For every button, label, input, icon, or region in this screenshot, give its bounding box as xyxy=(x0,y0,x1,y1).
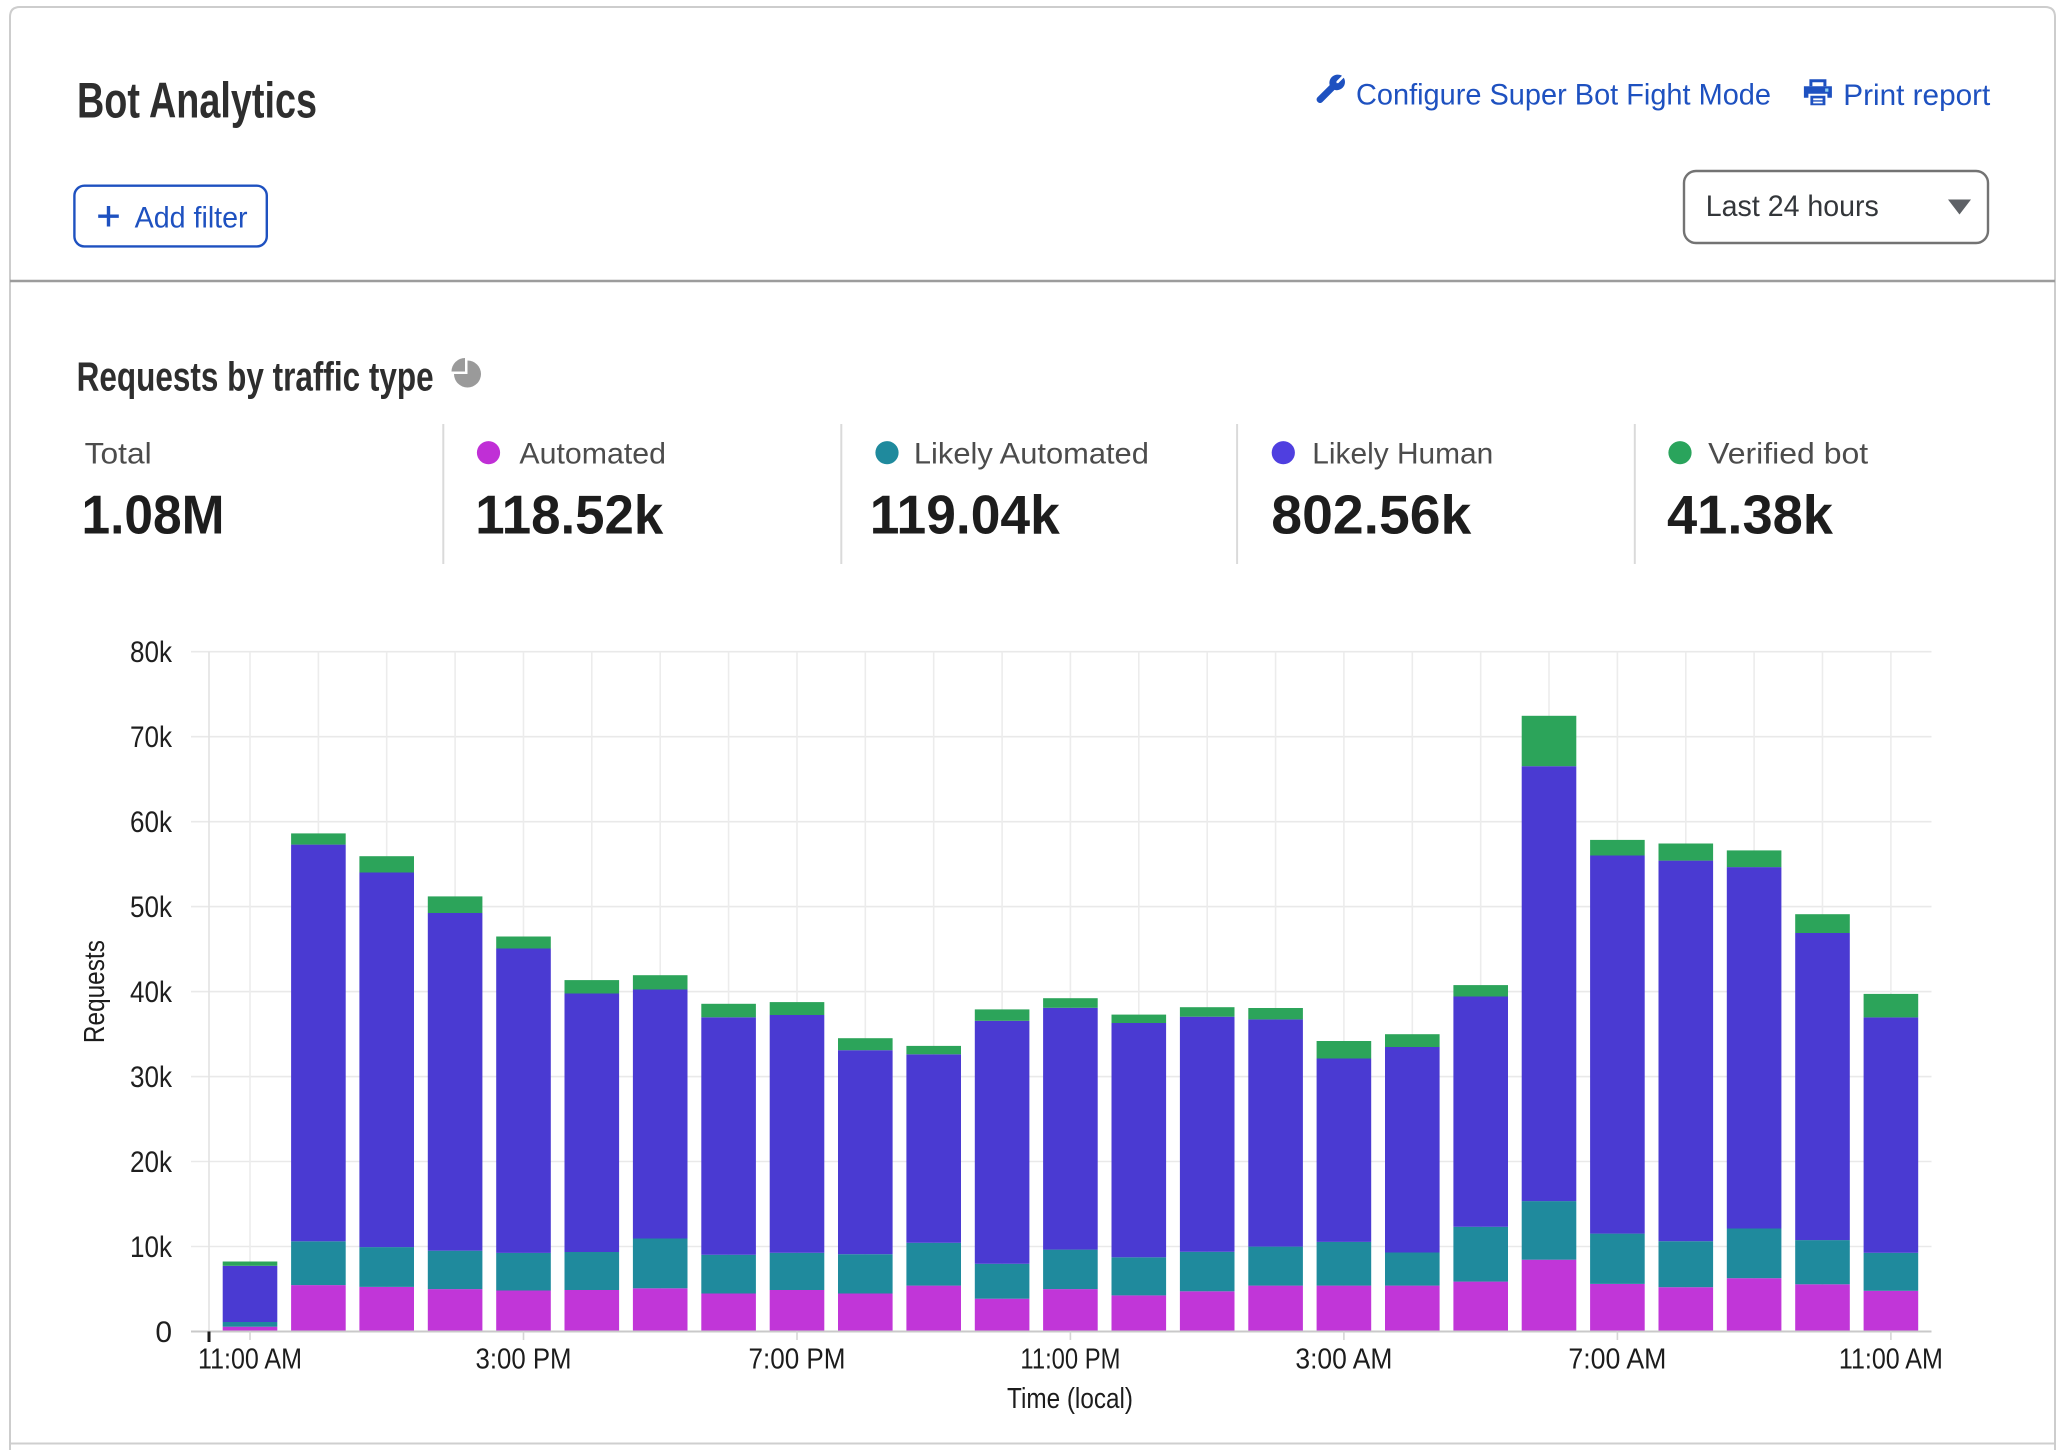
svg-text:118.52k: 118.52k xyxy=(475,484,663,546)
svg-text:Automated: Automated xyxy=(519,438,666,471)
svg-text:20k: 20k xyxy=(130,1146,173,1179)
svg-text:41.38k: 41.38k xyxy=(1667,484,1833,546)
svg-text:802.56k: 802.56k xyxy=(1271,484,1471,546)
svg-text:Bot Analytics: Bot Analytics xyxy=(77,73,317,129)
svg-text:Requests by traffic type: Requests by traffic type xyxy=(77,354,434,400)
svg-text:Requests: Requests xyxy=(79,940,111,1043)
svg-text:1.08M: 1.08M xyxy=(82,484,225,546)
svg-text:Time (local): Time (local) xyxy=(1007,1383,1133,1415)
svg-text:70k: 70k xyxy=(130,721,173,754)
svg-text:Print report: Print report xyxy=(1843,79,1991,112)
svg-text:Verified bot: Verified bot xyxy=(1708,438,1869,471)
svg-text:3:00 PM: 3:00 PM xyxy=(476,1344,572,1376)
svg-text:50k: 50k xyxy=(130,891,173,924)
svg-text:7:00 PM: 7:00 PM xyxy=(749,1344,846,1376)
svg-text:40k: 40k xyxy=(130,976,173,1009)
svg-text:Add filter: Add filter xyxy=(135,202,248,235)
svg-text:Likely Automated: Likely Automated xyxy=(914,438,1149,471)
svg-text:Configure Super Bot Fight Mode: Configure Super Bot Fight Mode xyxy=(1356,78,1771,111)
svg-text:119.04k: 119.04k xyxy=(870,484,1060,546)
svg-text:11:00 AM: 11:00 AM xyxy=(1839,1344,1943,1376)
svg-text:60k: 60k xyxy=(130,806,173,839)
svg-text:10k: 10k xyxy=(130,1231,173,1264)
svg-text:30k: 30k xyxy=(130,1061,173,1094)
svg-text:Total: Total xyxy=(85,438,152,471)
svg-text:3:00 AM: 3:00 AM xyxy=(1295,1344,1392,1376)
svg-text:80k: 80k xyxy=(130,636,173,669)
svg-text:Likely Human: Likely Human xyxy=(1312,438,1493,471)
svg-text:7:00 AM: 7:00 AM xyxy=(1568,1344,1666,1376)
svg-text:0: 0 xyxy=(155,1316,172,1349)
svg-text:Last 24 hours: Last 24 hours xyxy=(1706,190,1879,223)
svg-text:11:00 AM: 11:00 AM xyxy=(198,1344,302,1376)
svg-text:11:00 PM: 11:00 PM xyxy=(1020,1344,1120,1376)
